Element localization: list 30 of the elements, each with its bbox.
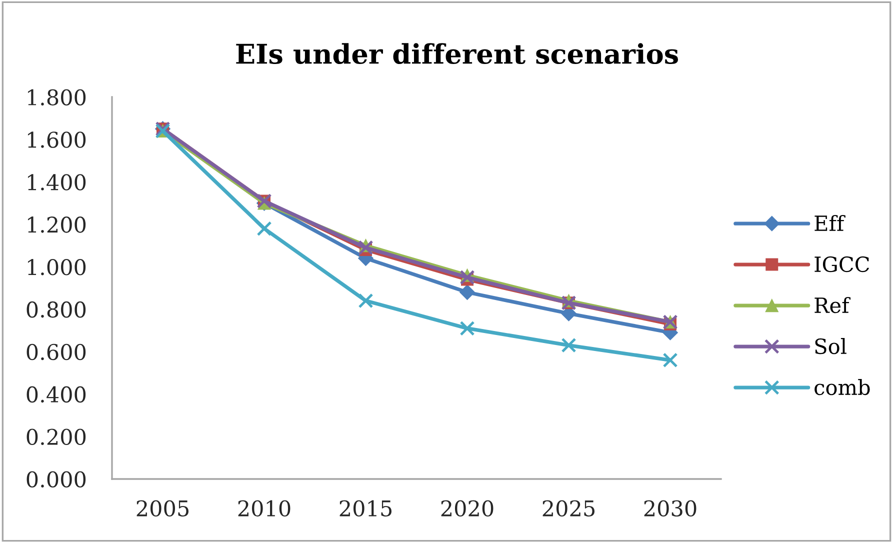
y-tick-label: 1.000: [28, 258, 86, 276]
point: [358, 293, 374, 308]
x-tick-label: 2030: [644, 500, 696, 516]
x-tick-label: 2025: [542, 500, 594, 516]
point: [662, 352, 678, 368]
point: [256, 221, 272, 236]
legend-label: Sol: [815, 338, 846, 354]
x-tick-label: 2020: [441, 500, 494, 516]
legend-label: Ref: [814, 297, 851, 314]
y-tick-label: 1.400: [28, 174, 86, 190]
y-tick-label: 0.200: [26, 428, 86, 446]
y-tick-label: 0.600: [26, 344, 86, 360]
y-tick-label: 1.200: [28, 216, 86, 233]
x-tick-label: 2005: [136, 500, 188, 516]
y-tick-label: 1.800: [28, 89, 86, 106]
point: [460, 320, 475, 336]
legend-label: IGCC: [814, 256, 870, 272]
x-tick-label: 2010: [238, 500, 290, 516]
point: [460, 270, 475, 285]
point: [561, 338, 576, 353]
legend-label: comb: [814, 379, 870, 396]
y-tick-label: 0.000: [26, 471, 86, 488]
y-tick-label: 0.800: [26, 301, 86, 318]
legend-label: Eff: [814, 215, 846, 231]
point: [460, 284, 475, 300]
point: [358, 240, 374, 256]
y-tick-label: 0.400: [26, 386, 86, 403]
y-tick-label: 1.600: [28, 132, 86, 148]
x-tick-label: 2015: [340, 500, 392, 516]
chart-title: EIs under different scenarios: [236, 43, 678, 64]
